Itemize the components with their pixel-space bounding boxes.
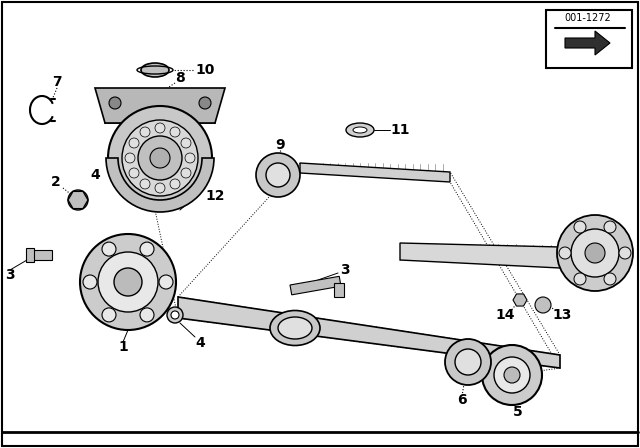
Text: 7: 7 bbox=[52, 75, 62, 89]
Circle shape bbox=[171, 311, 179, 319]
Circle shape bbox=[181, 168, 191, 178]
Circle shape bbox=[170, 179, 180, 189]
Circle shape bbox=[125, 153, 135, 163]
Ellipse shape bbox=[353, 127, 367, 133]
Circle shape bbox=[80, 234, 176, 330]
Circle shape bbox=[256, 153, 300, 197]
Circle shape bbox=[504, 367, 520, 383]
Text: 4: 4 bbox=[90, 168, 100, 182]
Bar bbox=[546, 10, 632, 68]
Circle shape bbox=[102, 242, 116, 256]
Circle shape bbox=[122, 120, 198, 196]
Bar bbox=[32, 250, 52, 260]
Circle shape bbox=[83, 275, 97, 289]
Circle shape bbox=[150, 148, 170, 168]
Circle shape bbox=[557, 215, 633, 291]
Circle shape bbox=[199, 97, 211, 109]
Wedge shape bbox=[106, 158, 214, 212]
Polygon shape bbox=[300, 163, 450, 182]
Text: 3: 3 bbox=[340, 263, 350, 277]
Circle shape bbox=[559, 247, 571, 259]
Polygon shape bbox=[105, 113, 215, 123]
Circle shape bbox=[167, 307, 183, 323]
Ellipse shape bbox=[346, 123, 374, 137]
Circle shape bbox=[109, 97, 121, 109]
Bar bbox=[334, 283, 344, 297]
Circle shape bbox=[129, 138, 139, 148]
Circle shape bbox=[571, 229, 619, 277]
Circle shape bbox=[140, 308, 154, 322]
Text: 9: 9 bbox=[275, 138, 285, 152]
Circle shape bbox=[108, 106, 212, 210]
Circle shape bbox=[140, 179, 150, 189]
Polygon shape bbox=[95, 88, 225, 123]
Circle shape bbox=[585, 243, 605, 263]
Polygon shape bbox=[513, 294, 527, 306]
Polygon shape bbox=[560, 240, 588, 268]
Circle shape bbox=[185, 153, 195, 163]
Circle shape bbox=[455, 349, 481, 375]
Text: 3: 3 bbox=[5, 268, 15, 282]
Circle shape bbox=[98, 252, 158, 312]
Text: 4: 4 bbox=[195, 336, 205, 350]
Polygon shape bbox=[400, 243, 560, 268]
Circle shape bbox=[574, 273, 586, 285]
Ellipse shape bbox=[141, 63, 169, 77]
Circle shape bbox=[445, 339, 491, 385]
Text: 13: 13 bbox=[552, 308, 572, 322]
Text: 12: 12 bbox=[205, 189, 225, 203]
Circle shape bbox=[140, 127, 150, 137]
Circle shape bbox=[604, 221, 616, 233]
Circle shape bbox=[114, 268, 142, 296]
Bar bbox=[290, 276, 341, 295]
Circle shape bbox=[138, 136, 182, 180]
Text: 10: 10 bbox=[195, 63, 214, 77]
Text: 11: 11 bbox=[390, 123, 410, 137]
Text: 14: 14 bbox=[495, 308, 515, 322]
Circle shape bbox=[574, 221, 586, 233]
Circle shape bbox=[494, 357, 530, 393]
Text: 8: 8 bbox=[175, 71, 185, 85]
Ellipse shape bbox=[270, 310, 320, 345]
Circle shape bbox=[155, 183, 165, 193]
Circle shape bbox=[102, 308, 116, 322]
Circle shape bbox=[181, 138, 191, 148]
Polygon shape bbox=[565, 31, 610, 55]
Circle shape bbox=[155, 123, 165, 133]
Text: 1: 1 bbox=[118, 340, 128, 354]
Polygon shape bbox=[68, 191, 88, 209]
Text: 5: 5 bbox=[513, 405, 523, 419]
Circle shape bbox=[604, 273, 616, 285]
Bar bbox=[26, 248, 34, 262]
Text: 001-1272: 001-1272 bbox=[564, 13, 611, 23]
Circle shape bbox=[129, 168, 139, 178]
Text: 2: 2 bbox=[51, 175, 61, 189]
Ellipse shape bbox=[278, 317, 312, 339]
Circle shape bbox=[619, 247, 631, 259]
Circle shape bbox=[140, 242, 154, 256]
Circle shape bbox=[535, 297, 551, 313]
Circle shape bbox=[159, 275, 173, 289]
Polygon shape bbox=[178, 297, 560, 368]
Text: 6: 6 bbox=[457, 393, 467, 407]
Circle shape bbox=[170, 127, 180, 137]
Circle shape bbox=[266, 163, 290, 187]
Circle shape bbox=[68, 190, 88, 210]
Circle shape bbox=[482, 345, 542, 405]
